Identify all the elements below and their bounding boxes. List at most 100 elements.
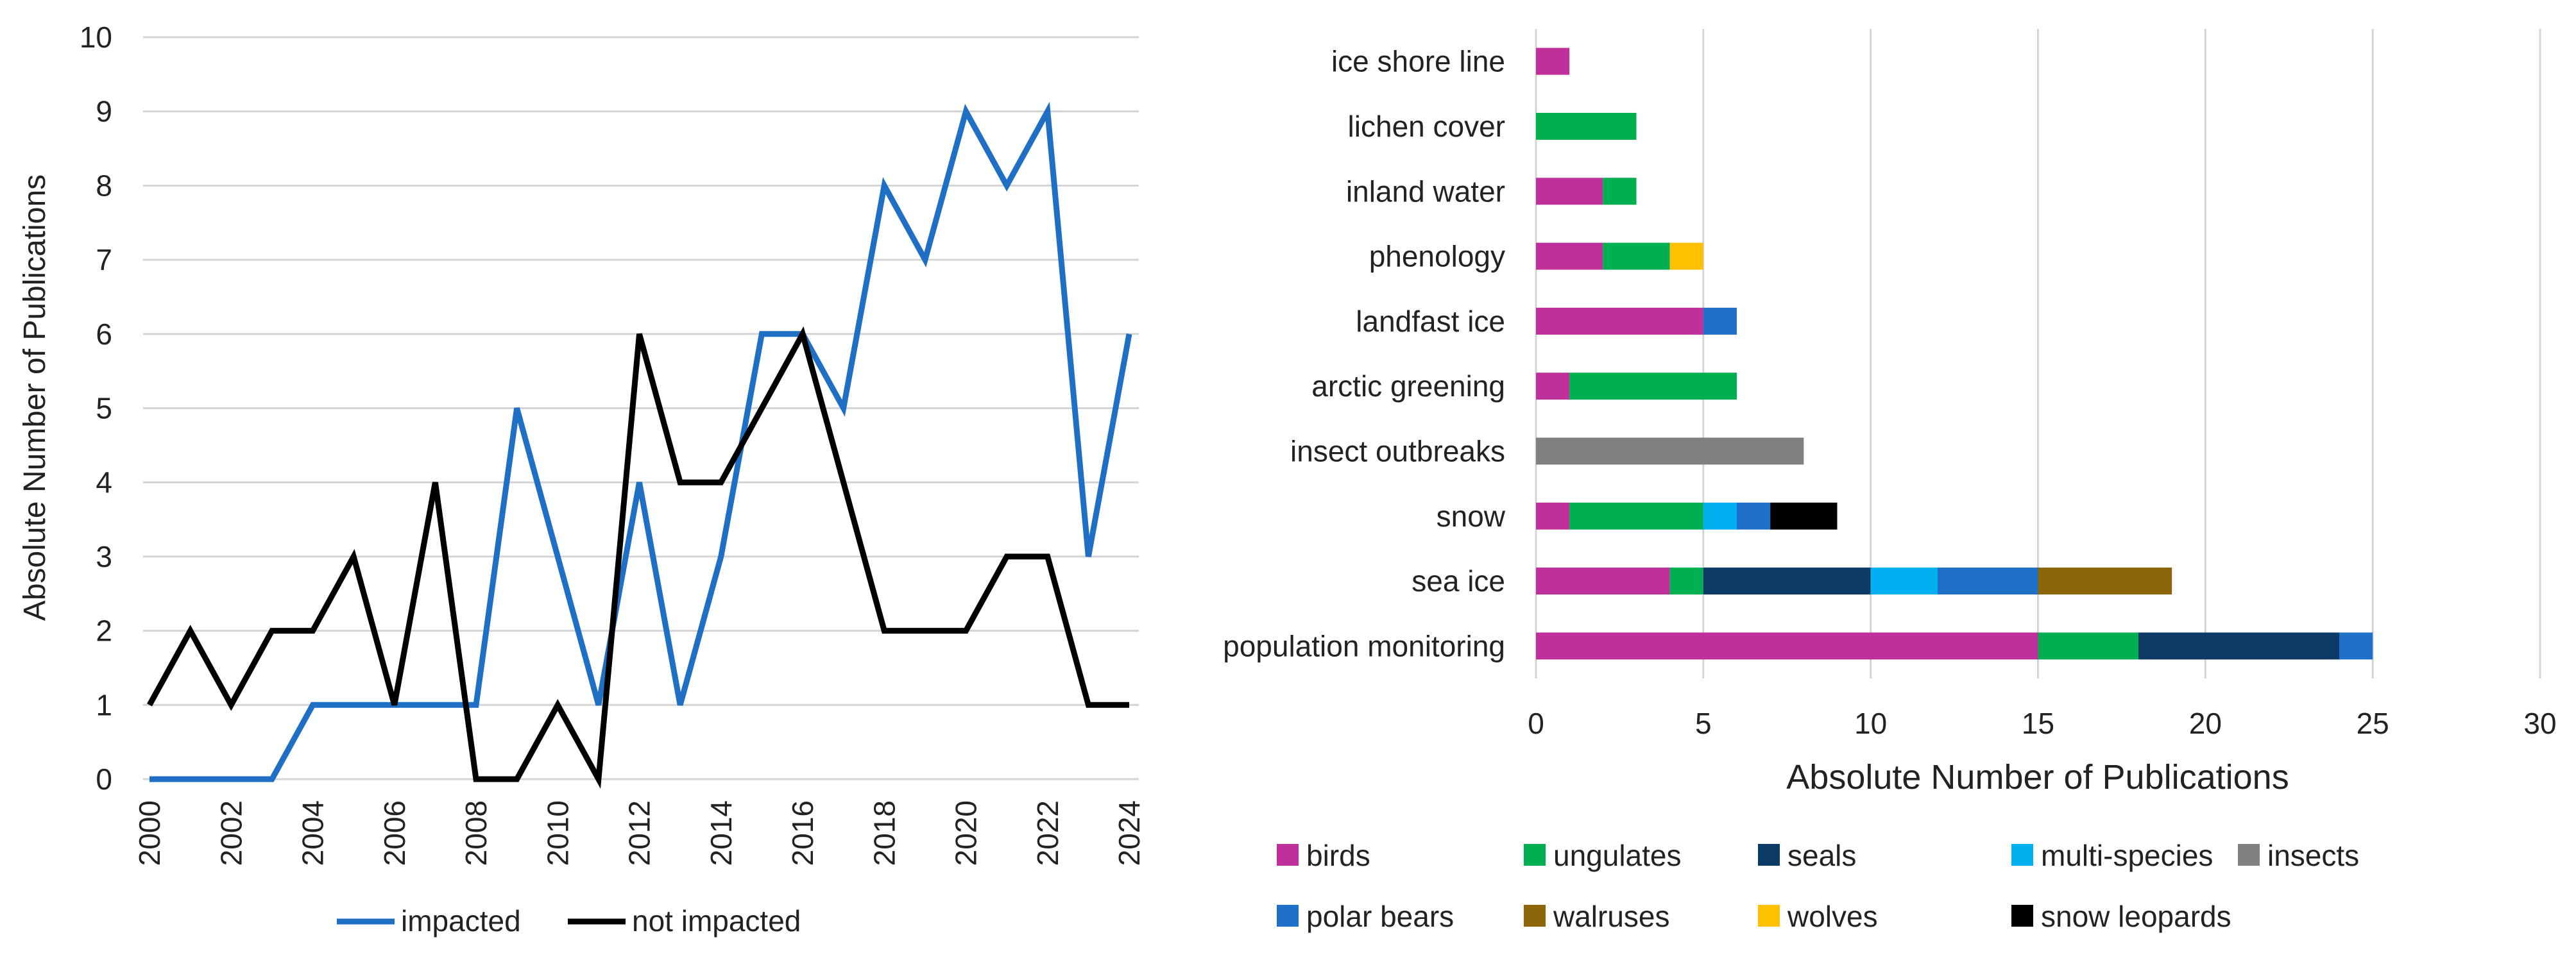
y-tick-label: 10 bbox=[80, 21, 112, 54]
bar-segment-ice-shore-line-birds bbox=[1536, 47, 1570, 75]
legend-item-insects: insects bbox=[2238, 839, 2359, 872]
bar-segment-population-monitoring-polar-bears bbox=[2339, 632, 2373, 660]
x-tick-label: 2006 bbox=[378, 800, 411, 866]
line-chart: 0 1 2 3 4 5 6 7 8 9 10 2000 2002 2004 2006 2008 2010 201… bbox=[18, 21, 1146, 938]
legend-swatch bbox=[1524, 844, 1546, 866]
legend-label: birds bbox=[1306, 839, 1370, 872]
category-label: landfast ice bbox=[1356, 305, 1505, 338]
x-tick-label: 2016 bbox=[786, 800, 819, 866]
legend-swatch bbox=[1524, 905, 1546, 927]
legend-swatch bbox=[1277, 905, 1299, 927]
bar-segment-arctic-greening-birds bbox=[1536, 373, 1570, 400]
legend-item-not-impacted: not impacted bbox=[568, 904, 801, 938]
y-tick-label: 2 bbox=[96, 614, 112, 648]
y-tick-label: 4 bbox=[96, 466, 112, 499]
bar-segment-sea-ice-walruses bbox=[2038, 568, 2172, 595]
category-label: ice shore line bbox=[1331, 45, 1505, 78]
x-tick-label: 0 bbox=[1528, 707, 1544, 740]
x-tick-label: 2010 bbox=[541, 800, 574, 866]
bar-segment-insect-outbreaks-insects bbox=[1536, 437, 1804, 465]
bar-segment-lichen-cover-ungulates bbox=[1536, 112, 1637, 140]
legend-label: ungulates bbox=[1553, 839, 1682, 872]
category-label: sea ice bbox=[1412, 564, 1505, 598]
bar-segment-landfast-ice-birds bbox=[1536, 307, 1703, 335]
x-tick-label: 10 bbox=[1854, 707, 1887, 740]
x-tick-label: 2004 bbox=[296, 800, 330, 866]
bar-segment-sea-ice-multi-species bbox=[1870, 568, 1938, 595]
category-label: inland water bbox=[1346, 174, 1505, 208]
x-tick-label: 2022 bbox=[1031, 800, 1064, 866]
legend-label: multi-species bbox=[2041, 839, 2213, 872]
legend-item-birds: birds bbox=[1277, 839, 1370, 872]
legend-label: insects bbox=[2267, 839, 2359, 872]
line-chart-y-axis-title: Absolute Number of Publications bbox=[18, 174, 52, 621]
bar-segment-inland-water-birds bbox=[1536, 178, 1603, 205]
category-label: lichen cover bbox=[1348, 110, 1505, 143]
x-tick-label: 2018 bbox=[867, 800, 901, 866]
legend-label: walruses bbox=[1553, 900, 1670, 933]
legend-item-multi-species: multi-species bbox=[2011, 839, 2213, 872]
legend-label: polar bears bbox=[1306, 900, 1454, 933]
bar-segment-snow-polar-bears bbox=[1737, 502, 1771, 530]
legend-label: seals bbox=[1787, 839, 1856, 872]
legend-swatch bbox=[1758, 844, 1780, 866]
x-tick-label: 30 bbox=[2523, 707, 2556, 740]
x-tick-label: 20 bbox=[2189, 707, 2222, 740]
category-label: insect outbreaks bbox=[1290, 434, 1505, 467]
legend-item-wolves: wolves bbox=[1758, 900, 1878, 933]
bar-segment-snow-ungulates bbox=[1569, 502, 1703, 530]
bar-segment-phenology-ungulates bbox=[1603, 242, 1670, 270]
bar-segment-phenology-birds bbox=[1536, 242, 1603, 270]
series-line-not-impacted bbox=[147, 326, 1129, 789]
bar-segment-population-monitoring-birds bbox=[1536, 632, 2038, 660]
legend-swatch bbox=[2011, 905, 2033, 927]
legend-item-impacted: impacted bbox=[337, 904, 521, 938]
x-tick-label: 2020 bbox=[950, 800, 983, 866]
bar-segment-population-monitoring-ungulates bbox=[2038, 632, 2138, 660]
legend-item-walruses: walruses bbox=[1524, 900, 1670, 933]
bar-chart-legend: birds ungulates seals multi-species insects p… bbox=[1277, 839, 2359, 933]
line-chart-x-ticks: 2000 2002 2004 2006 2008 2010 2012 2014 2016 2018… bbox=[133, 800, 1146, 866]
x-tick-label: 2014 bbox=[704, 800, 738, 866]
y-tick-label: 3 bbox=[96, 540, 112, 573]
bar-segment-sea-ice-seals bbox=[1703, 568, 1871, 595]
legend-swatch bbox=[2238, 844, 2260, 866]
category-label: snow bbox=[1437, 500, 1506, 533]
legend-label: wolves bbox=[1787, 900, 1878, 933]
x-tick-label: 5 bbox=[1695, 707, 1712, 740]
line-chart-y-ticks: 0 1 2 3 4 5 6 7 8 9 10 bbox=[80, 21, 112, 796]
bar-segment-phenology-wolves bbox=[1669, 242, 1703, 270]
legend-label: snow leopards bbox=[2041, 900, 2231, 933]
bar-segment-sea-ice-ungulates bbox=[1669, 568, 1703, 595]
x-tick-label: 15 bbox=[2022, 707, 2054, 740]
legend-label: impacted bbox=[401, 904, 521, 938]
bar-segment-arctic-greening-ungulates bbox=[1569, 373, 1737, 400]
legend-item-ungulates: ungulates bbox=[1524, 839, 1682, 872]
bar-chart-x-ticks: 0 5 10 15 20 25 30 bbox=[1528, 707, 2556, 740]
legend-item-snow-leopards: snow leopards bbox=[2011, 900, 2231, 933]
line-chart-legend: impacted not impacted bbox=[337, 904, 801, 938]
bar-segment-snow-snow-leopards bbox=[1770, 502, 1838, 530]
bar-segment-inland-water-ungulates bbox=[1603, 178, 1637, 205]
bar-chart: ice shore line lichen cover inland water ph… bbox=[1223, 29, 2557, 933]
y-tick-label: 7 bbox=[96, 243, 112, 276]
y-tick-label: 1 bbox=[96, 688, 112, 721]
category-label: population monitoring bbox=[1223, 629, 1505, 662]
bar-segment-snow-birds bbox=[1536, 502, 1570, 530]
y-tick-label: 8 bbox=[96, 169, 112, 202]
legend-label: not impacted bbox=[632, 904, 801, 938]
x-tick-label: 2008 bbox=[459, 800, 493, 866]
y-tick-label: 5 bbox=[96, 392, 112, 425]
y-tick-label: 9 bbox=[96, 95, 112, 128]
legend-swatch bbox=[1277, 844, 1299, 866]
series-line-impacted bbox=[149, 101, 1132, 782]
bar-chart-x-axis-title: Absolute Number of Publications bbox=[1786, 758, 2289, 796]
x-tick-label: 2002 bbox=[214, 800, 248, 866]
x-tick-label: 2012 bbox=[623, 800, 656, 866]
bar-chart-category-labels: ice shore line lichen cover inland water ph… bbox=[1223, 45, 1506, 663]
bar-segment-landfast-ice-polar-bears bbox=[1703, 307, 1737, 335]
bar-segment-sea-ice-polar-bears bbox=[1938, 568, 2038, 595]
legend-swatch bbox=[2011, 844, 2033, 866]
x-tick-label: 25 bbox=[2357, 707, 2389, 740]
bar-chart-bars bbox=[1536, 47, 2373, 660]
